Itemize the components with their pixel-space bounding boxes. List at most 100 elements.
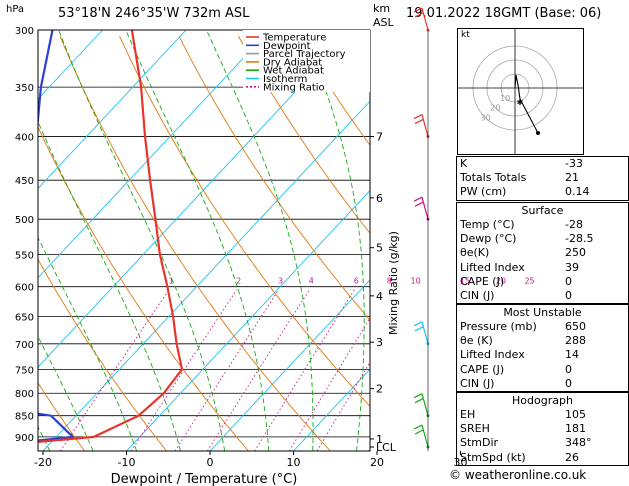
hodo-value: 105 [565,408,586,421]
hodo-label: StmSpd (kt) [460,450,526,464]
pressure-tick-label: 350 [15,83,34,94]
mu-value: 0 [565,362,572,376]
wet-adiabat-line [301,30,365,451]
wind-barb-flag [413,196,423,202]
km-tick-label: 2 [376,383,383,396]
pressure-tick-label: 450 [15,176,34,187]
surface-label: Dewp (°C) [460,232,517,246]
wind-barb [421,114,429,137]
pressure-tick-label: 400 [15,133,34,144]
pressure-tick-label: 650 [15,312,34,323]
mixing-ratio-label: 4 [309,277,314,286]
x-tick-label: -20 [34,456,52,469]
wind-barb-flag [414,201,424,207]
isotherm-line [209,279,370,451]
hodograph-table-title: Hodograph [512,394,573,407]
wet-adiabat-line [0,30,7,451]
mixing-ratio-line [368,448,370,451]
km-tick-label: 4 [376,290,383,303]
pressure-tick-label: 550 [15,250,34,261]
isotherm-line [38,30,270,279]
legend-label: Mixing Ratio [263,82,325,93]
km-tick-label: 6 [376,192,383,205]
most-unstable-box: Most Unstable Pressure (mb) 650 θe (K) 288 L… [456,304,629,392]
hodograph-unit-label: kt [461,30,470,40]
mu-label: CAPE (J) [460,362,505,376]
wind-barb-flag [413,114,423,120]
wind-barb-flag [414,12,424,18]
surface-value: -28 [565,218,583,231]
hodograph-panel: kt 10 20 30 ✱ [457,28,584,155]
mixing-ratio-label: 6 [354,277,359,286]
legend-label: Parcel Trajectory [263,49,346,60]
legend-label: Temperature [262,33,326,44]
surface-row: Dewp (°C) -28.5 [457,232,628,246]
asl-axis-label: ASL [373,16,395,29]
most-unstable-title: Most Unstable [503,306,582,319]
mu-row: Lifted Index 14 [457,348,628,362]
hodo-row: EH 105 [457,408,628,422]
legend-box [243,30,370,92]
datetime-label: 19.01.2022 18GMT (Base: 06) [406,6,602,21]
km-axis-label: km [373,2,390,15]
surface-value: 0 [565,288,572,302]
hodograph-trace [514,74,539,134]
mixing-ratio-label: 2 [236,277,241,286]
wind-barb-flag [413,424,423,430]
dry-adiabat-line [119,35,370,408]
legend-label: Isotherm [263,74,307,85]
isotherm-line [38,30,187,190]
mixing-ratio-line [254,289,355,451]
k-index-label: K [460,157,468,170]
storm-motion-marker: ✱ [517,98,524,107]
surface-label: Lifted Index [460,260,525,274]
mu-row: θe (K) 288 [457,334,628,348]
mu-value: 0 [565,376,572,390]
surface-value: -28.5 [565,232,594,246]
dry-adiabat-line [38,125,249,451]
wet-adiabat-line [400,30,428,451]
wet-adiabat-line [38,236,138,451]
mu-label: θe (K) [460,334,493,348]
dry-adiabat-line [38,258,167,451]
surface-row: CAPE (J) 0 [457,275,628,289]
pressure-tick-label: 600 [15,283,34,294]
wind-barb-flag [413,321,423,327]
mixing-ratio-label: 3 [278,277,283,286]
wet-adiabat-line [38,120,182,451]
dry-adiabat-line [38,382,86,451]
totals-label: Totals Totals [460,171,527,185]
mu-value: 14 [565,348,579,362]
wet-adiabat-line [58,30,226,451]
km-tick-label: 3 [376,336,383,349]
hodo-label: EH [460,408,476,421]
surface-label: CIN (J) [460,288,495,302]
x-axis-title: Dewpoint / Temperature (°C) [111,472,298,486]
dry-adiabat-line [178,35,370,321]
surface-value: 0 [565,274,572,288]
hodograph-table-box: Hodograph EH 105 SREH 181 StmDir 348° StmSpd (… [456,392,629,466]
km-tick-label: 5 [376,242,383,255]
wind-barb-flag [413,7,423,13]
isotherm-line [38,30,354,368]
surface-row: Lifted Index 39 [457,261,628,275]
x-tick-label: 20 [370,456,384,469]
pressure-tick-label: 300 [15,26,34,37]
wind-barb [421,393,429,416]
surface-label: CAPE (J) [460,274,505,288]
hodo-value: 181 [565,422,586,436]
mu-label: CIN (J) [460,376,495,390]
mixing-ratio-label: 8 [387,277,392,286]
mixing-ratio-axis-title: Mixing Ratio (g/kg) [387,231,400,335]
mu-label: Lifted Index [460,348,525,362]
x-tick-label: 10 [287,456,301,469]
surface-label: Temp (°C) [460,218,515,231]
wind-barb-flag [413,393,423,399]
hodograph-ring-label: 10 [500,94,510,103]
hpa-axis-label: hPa [6,4,24,15]
mu-row: CIN (J) 0 [457,377,628,391]
pressure-tick-label: 800 [15,389,34,400]
legend-label: Dewpoint [263,41,311,52]
